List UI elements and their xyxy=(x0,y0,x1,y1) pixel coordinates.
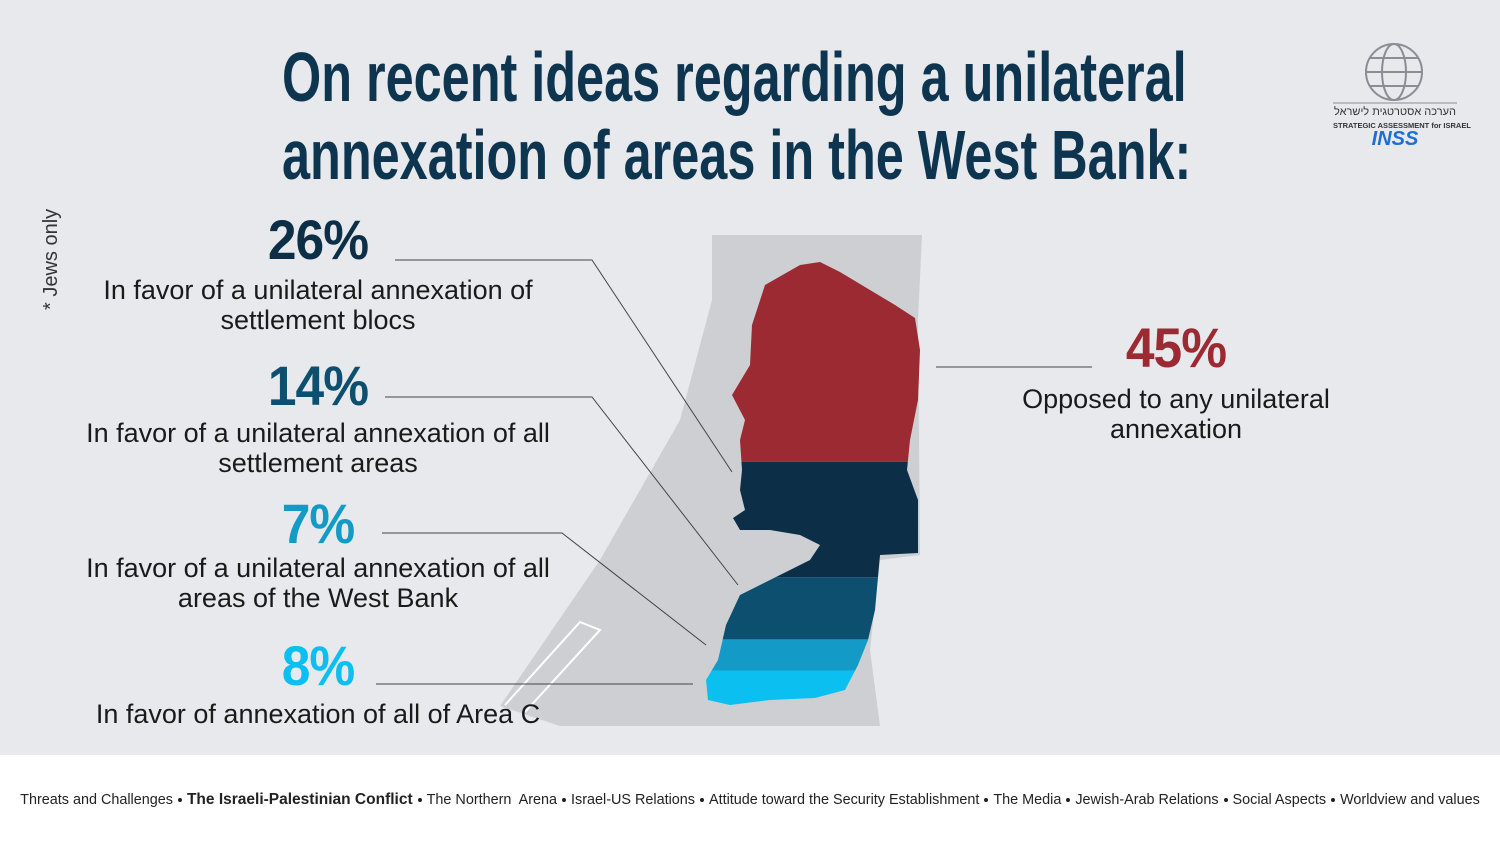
map-band xyxy=(706,639,920,671)
separator xyxy=(984,797,989,802)
logo-name: INSS xyxy=(1371,128,1419,150)
nav-item: Worldview and values xyxy=(1340,791,1480,808)
nav-item: The Northern Arena xyxy=(426,791,558,808)
nav-item: The Media xyxy=(993,791,1062,808)
globe-logo xyxy=(1333,43,1457,104)
separator xyxy=(1066,797,1071,802)
leader-line xyxy=(395,259,733,473)
nav-item: Attitude toward the Security Establishme… xyxy=(708,791,980,808)
nav-item: Threats and Challenges xyxy=(20,791,173,808)
title: On recent ideas regarding a unilateral an… xyxy=(282,38,1232,194)
nav-item: The Israeli-Palestinian Conflict xyxy=(186,790,413,808)
category-label: In favor of annexation of all of Area C xyxy=(95,699,541,729)
footer-nav: Threats and Challenges The Israeli-Palest… xyxy=(0,755,1500,844)
value-label: 7% xyxy=(281,492,356,555)
category-label: In favor of a unilateral annexation of a… xyxy=(86,553,550,613)
value-label: 45% xyxy=(1125,316,1227,379)
leader-line xyxy=(382,532,707,646)
nav-item: Jewish-Arab Relations xyxy=(1075,791,1219,808)
category-label: In favor of a unilateral annexation of s… xyxy=(103,275,533,335)
value-label: 8% xyxy=(281,634,356,697)
category-label: In favor of a unilateral annexation of a… xyxy=(86,418,550,478)
separator xyxy=(417,797,422,802)
separator xyxy=(1331,797,1336,802)
title-line: annexation of areas in the West Bank: xyxy=(282,116,1192,194)
title-line: On recent ideas regarding a unilateral xyxy=(282,38,1187,116)
nav-item: Israel-US Relations xyxy=(571,791,695,808)
logo-english: STRATEGIC ASSESSMENT for ISRAEL xyxy=(1333,121,1471,130)
nav-item: Social Aspects xyxy=(1232,791,1327,808)
separator xyxy=(699,797,704,802)
separator xyxy=(1223,797,1228,802)
value-label: 26% xyxy=(267,208,369,271)
logo-hebrew: הערכה אסטרטגית לישראל xyxy=(1334,106,1456,118)
footnote: * Jews only xyxy=(40,208,62,310)
category-label: Opposed to any unilateral annexation xyxy=(1022,384,1330,444)
value-label: 14% xyxy=(267,354,369,417)
gaza-outline xyxy=(504,620,602,713)
separator xyxy=(177,797,182,802)
separator xyxy=(562,797,567,802)
leader-line xyxy=(385,396,739,586)
